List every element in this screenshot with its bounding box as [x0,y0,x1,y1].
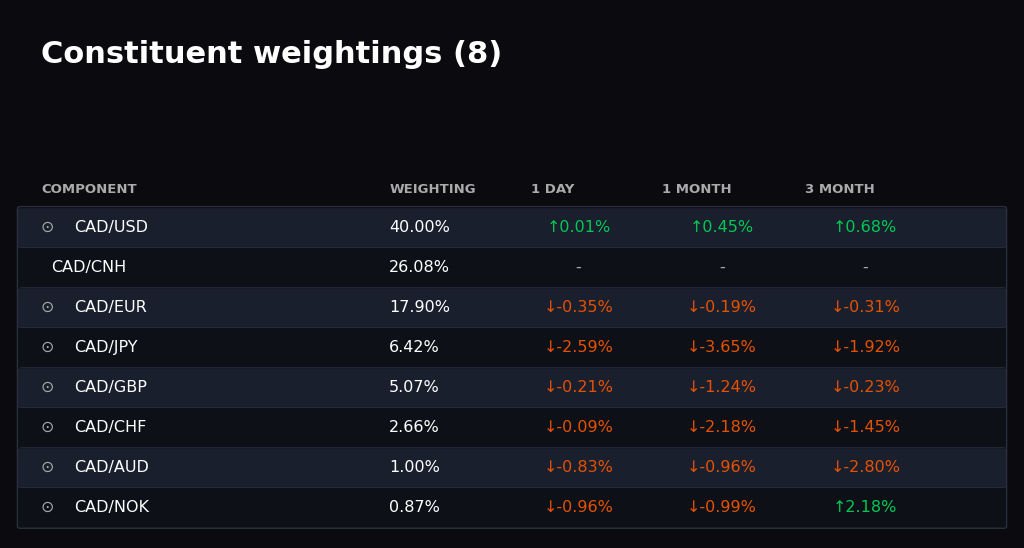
Text: ↑0.45%: ↑0.45% [690,220,754,235]
FancyBboxPatch shape [17,408,1007,448]
Text: CAD/CHF: CAD/CHF [74,420,146,435]
Text: CAD/AUD: CAD/AUD [74,460,148,475]
Text: ↓-0.31%: ↓-0.31% [830,300,900,315]
Text: ↓-0.21%: ↓-0.21% [544,380,613,395]
FancyBboxPatch shape [17,328,1007,368]
Text: Constituent weightings (8): Constituent weightings (8) [41,41,502,69]
Text: 1 DAY: 1 DAY [531,182,574,196]
Text: ⊙: ⊙ [41,220,54,235]
Text: 2.66%: 2.66% [389,420,440,435]
Text: 1 MONTH: 1 MONTH [662,182,731,196]
Text: 26.08%: 26.08% [389,260,451,275]
FancyBboxPatch shape [17,368,1007,408]
Text: ⊙: ⊙ [41,340,54,355]
Text: ↓-0.99%: ↓-0.99% [687,500,757,515]
Text: ⊙: ⊙ [41,500,54,515]
Text: -: - [575,260,582,275]
Text: 6.42%: 6.42% [389,340,440,355]
Text: COMPONENT: COMPONENT [41,182,136,196]
Text: CAD/JPY: CAD/JPY [74,340,137,355]
Text: 17.90%: 17.90% [389,300,451,315]
Text: ↓-0.09%: ↓-0.09% [544,420,613,435]
Text: CAD/CNH: CAD/CNH [51,260,126,275]
Text: 0.87%: 0.87% [389,500,440,515]
FancyBboxPatch shape [17,288,1007,328]
Text: ↓-1.92%: ↓-1.92% [830,340,900,355]
Text: ↓-1.45%: ↓-1.45% [830,420,900,435]
FancyBboxPatch shape [17,208,1007,248]
FancyBboxPatch shape [17,448,1007,488]
Text: 40.00%: 40.00% [389,220,450,235]
Text: ↑2.18%: ↑2.18% [834,500,897,515]
Text: -: - [862,260,868,275]
Text: 3 MONTH: 3 MONTH [805,182,874,196]
Text: 5.07%: 5.07% [389,380,440,395]
Text: CAD/NOK: CAD/NOK [74,500,148,515]
Text: ⊙: ⊙ [41,420,54,435]
Text: ↓-2.18%: ↓-2.18% [687,420,757,435]
Text: ↑0.01%: ↑0.01% [547,220,610,235]
Text: 1.00%: 1.00% [389,460,440,475]
Text: ↓-0.96%: ↓-0.96% [687,460,757,475]
Text: ↓-0.83%: ↓-0.83% [544,460,613,475]
Text: ↑0.68%: ↑0.68% [834,220,897,235]
Text: -: - [719,260,725,275]
Text: ↓-0.19%: ↓-0.19% [687,300,757,315]
Text: CAD/EUR: CAD/EUR [74,300,146,315]
Text: ⊙: ⊙ [41,460,54,475]
FancyBboxPatch shape [17,488,1007,528]
Text: ↓-0.35%: ↓-0.35% [544,300,613,315]
Text: CAD/GBP: CAD/GBP [74,380,146,395]
Text: ↓-0.96%: ↓-0.96% [544,500,613,515]
Text: ↓-0.23%: ↓-0.23% [830,380,900,395]
Text: ↓-2.80%: ↓-2.80% [830,460,900,475]
Text: ↓-2.59%: ↓-2.59% [544,340,613,355]
Text: ↓-1.24%: ↓-1.24% [687,380,757,395]
Text: WEIGHTING: WEIGHTING [389,182,476,196]
Text: ⊙: ⊙ [41,380,54,395]
Text: ⊙: ⊙ [41,300,54,315]
Text: CAD/USD: CAD/USD [74,220,147,235]
Text: ↓-3.65%: ↓-3.65% [687,340,757,355]
FancyBboxPatch shape [17,248,1007,288]
